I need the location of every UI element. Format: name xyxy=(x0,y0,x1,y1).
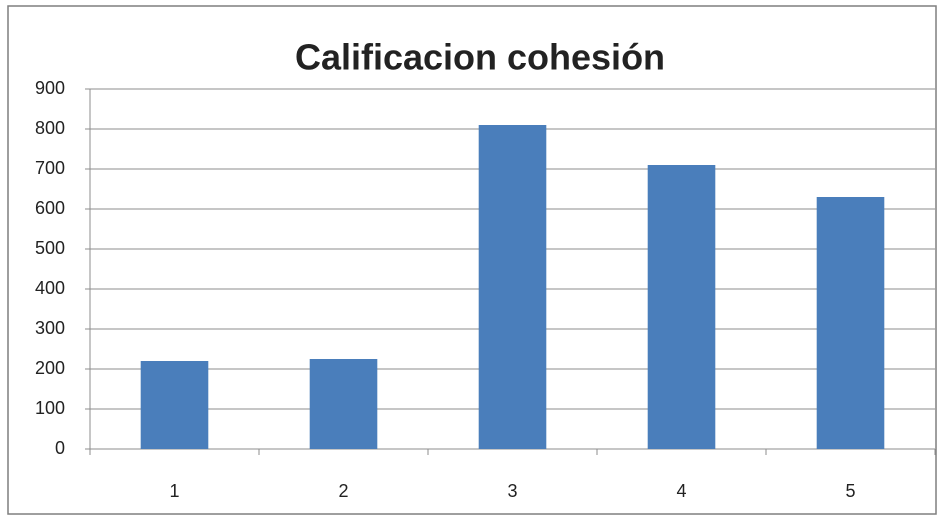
y-tick-label: 700 xyxy=(35,158,65,178)
y-tick-label: 0 xyxy=(55,438,65,458)
x-tick-label: 2 xyxy=(338,481,348,501)
x-tick-label: 5 xyxy=(845,481,855,501)
x-tick-label: 1 xyxy=(169,481,179,501)
y-tick-label: 500 xyxy=(35,238,65,258)
y-tick-label: 400 xyxy=(35,278,65,298)
bar xyxy=(647,165,716,449)
x-tick-label: 4 xyxy=(676,481,686,501)
y-tick-label: 200 xyxy=(35,358,65,378)
x-tick-label: 3 xyxy=(507,481,517,501)
y-tick-label: 800 xyxy=(35,118,65,138)
chart-title: Calificacion cohesión xyxy=(295,37,665,78)
y-tick-label: 900 xyxy=(35,78,65,98)
bar xyxy=(816,197,885,449)
y-tick-label: 600 xyxy=(35,198,65,218)
y-tick-label: 300 xyxy=(35,318,65,338)
bar xyxy=(309,359,378,449)
bar xyxy=(478,125,547,449)
y-tick-label: 100 xyxy=(35,398,65,418)
bar xyxy=(140,361,209,449)
